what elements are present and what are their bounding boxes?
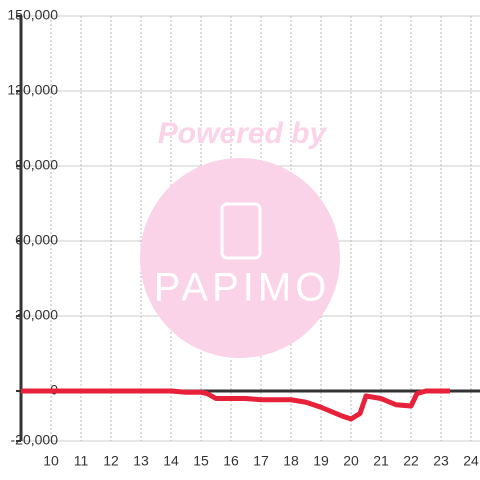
x-tick-label: 16: [223, 453, 239, 469]
watermark-text: Powered by: [158, 117, 328, 150]
x-tick-label: 18: [283, 453, 299, 469]
y-tick-label: 30,000: [15, 307, 58, 323]
x-tick-label: 12: [103, 453, 119, 469]
y-tick-label: -20,000: [11, 432, 59, 448]
x-tick-label: 17: [253, 453, 269, 469]
y-tick-label: 150,000: [7, 7, 58, 23]
line: [21, 388, 450, 422]
x-tick-label: 22: [403, 453, 419, 469]
y-tick-label: 120,000: [7, 82, 58, 98]
x-tick-label: 20: [343, 453, 359, 469]
x-tick-label: 15: [193, 453, 209, 469]
x-tick-label: 10: [43, 453, 59, 469]
x-tick-label: 19: [313, 453, 329, 469]
x-tick-label: 24: [463, 453, 479, 469]
y-tick-label: 60,000: [15, 232, 58, 248]
x-tick-label: 11: [74, 453, 89, 469]
watermark-logo: PAPIMO: [154, 266, 331, 310]
y-tick-label: 90,000: [15, 157, 58, 173]
x-tick-label: 23: [433, 453, 449, 469]
watermark-icon: [220, 202, 262, 260]
x-tick-label: 14: [163, 453, 179, 469]
x-tick-label: 21: [373, 453, 389, 469]
x-tick-label: 13: [133, 453, 149, 469]
